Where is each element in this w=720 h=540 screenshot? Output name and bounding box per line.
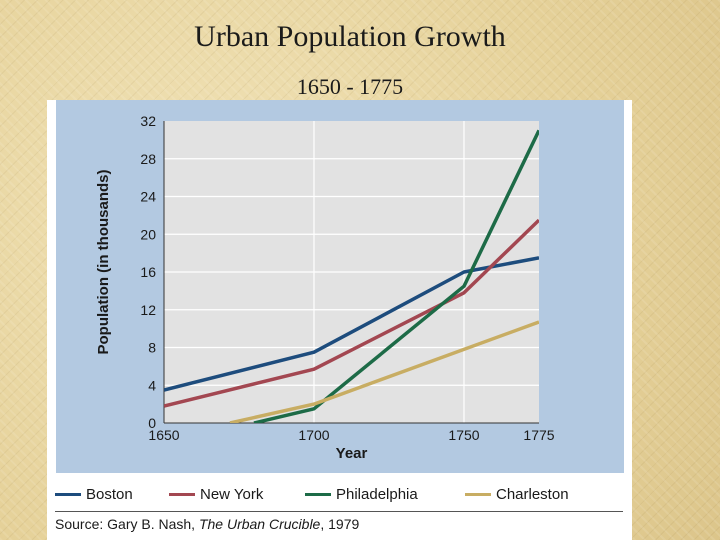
source-suffix: , 1979 [320, 516, 360, 532]
y-tick-label-0: 0 [148, 415, 156, 431]
x-tick-label-1650: 1650 [148, 427, 179, 443]
legend-label-new-york: New York [200, 485, 264, 503]
legend-swatch-philadelphia [305, 492, 331, 496]
y-tick-label-32: 32 [140, 113, 156, 129]
y-tick-label-4: 4 [148, 377, 156, 393]
y-tick-label-28: 28 [140, 151, 156, 167]
legend-item-boston: Boston [55, 484, 133, 504]
chart-legend: Boston New York Philadelphia Charleston [55, 484, 625, 504]
y-tick-label-12: 12 [140, 302, 156, 318]
legend-label-philadelphia: Philadelphia [336, 485, 418, 503]
slide-title: Urban Population Growth [194, 20, 506, 53]
y-axis-title: Population (in thousands) [95, 170, 112, 355]
source-citation: Source: Gary B. Nash, The Urban Crucible… [55, 516, 359, 532]
x-tick-label-1750: 1750 [448, 427, 479, 443]
y-tick-label-24: 24 [140, 189, 156, 205]
legend-item-new-york: New York [169, 484, 263, 504]
y-tick-label-16: 16 [140, 264, 156, 280]
legend-label-charleston: Charleston [496, 485, 569, 503]
legend-swatch-boston [55, 492, 81, 496]
legend-item-charleston: Charleston [465, 484, 569, 504]
slide-subtitle: 1650 - 1775 [296, 74, 404, 99]
legend-item-philadelphia: Philadelphia [305, 484, 418, 504]
series-line-new-york [164, 218, 539, 408]
y-tick-label-8: 8 [148, 340, 156, 356]
series-line-philadelphia [253, 129, 539, 423]
source-divider [55, 511, 623, 512]
population-line-chart: 0 4 8 12 16 20 24 28 32 1650 1700 1750 1775 Year Popul… [95, 113, 555, 462]
legend-swatch-charleston [465, 492, 491, 496]
x-axis-title: Year [336, 445, 368, 462]
source-work-title: The Urban Crucible [198, 516, 321, 532]
x-tick-label-1700: 1700 [298, 427, 329, 443]
chart-figure: 0 4 8 12 16 20 24 28 32 1650 1700 1750 1775 Year Popul… [47, 100, 632, 540]
legend-swatch-new-york [169, 492, 195, 496]
x-tick-label-1775: 1775 [523, 427, 554, 443]
series-line-boston [164, 256, 539, 392]
series-line-charleston [229, 320, 539, 423]
y-tick-label-20: 20 [140, 226, 156, 242]
source-prefix: Source: Gary B. Nash, [55, 516, 199, 532]
legend-label-boston: Boston [86, 485, 133, 503]
